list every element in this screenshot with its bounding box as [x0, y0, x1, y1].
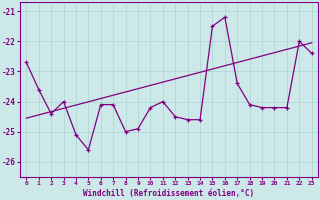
X-axis label: Windchill (Refroidissement éolien,°C): Windchill (Refroidissement éolien,°C) [84, 189, 255, 198]
